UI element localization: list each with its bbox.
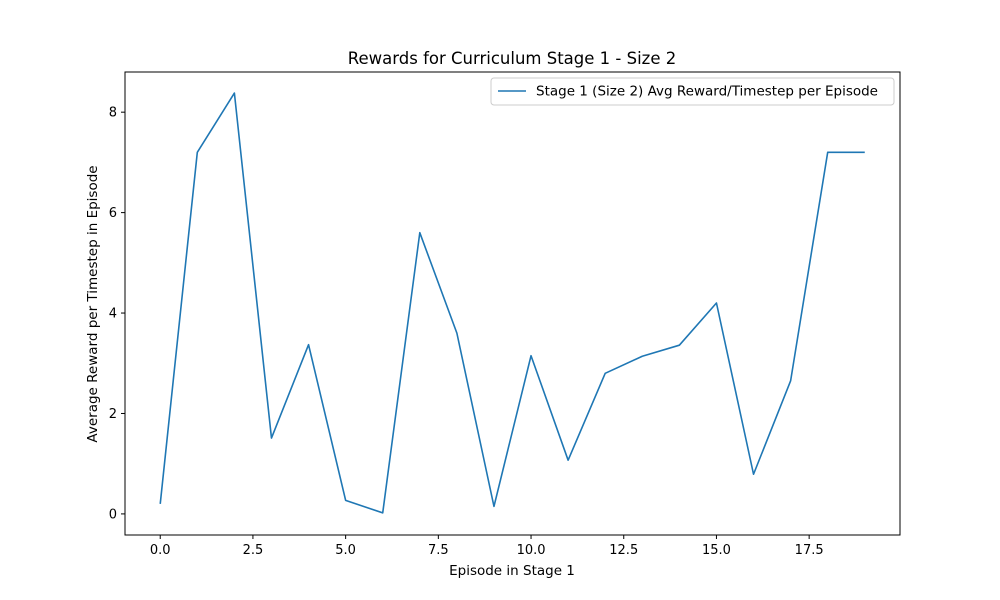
legend-label: Stage 1 (Size 2) Avg Reward/Timestep per…	[536, 84, 878, 100]
x-tick-label: 10.0	[517, 543, 546, 558]
legend: Stage 1 (Size 2) Avg Reward/Timestep per…	[490, 77, 895, 106]
y-axis-label: Average Reward per Timestep in Episode	[85, 165, 101, 442]
x-tick-label: 17.5	[795, 543, 824, 558]
x-tick-label: 7.5	[428, 543, 449, 558]
series-layer	[159, 92, 865, 514]
x-tick-label: 2.5	[243, 543, 264, 558]
x-tick-label: 5.0	[335, 543, 356, 558]
legend-box	[490, 77, 895, 106]
x-tick-label: 0.0	[150, 543, 171, 558]
series-line	[159, 92, 865, 514]
plot-frame	[124, 71, 901, 536]
y-tick-label: 4	[109, 307, 117, 322]
x-tick-label: 15.0	[702, 543, 731, 558]
chart-title: Rewards for Curriculum Stage 1 - Size 2	[348, 49, 676, 68]
x-axis-ticks: 0.0 2.5 5.0 7.5 10.0 12.5 15.0 17.5	[150, 535, 824, 558]
y-tick-label: 0	[109, 507, 117, 522]
y-tick-label: 2	[109, 407, 117, 422]
plot-area	[124, 71, 901, 536]
x-tick-label: 12.5	[609, 543, 638, 558]
x-axis-label: Episode in Stage 1	[449, 563, 575, 579]
y-tick-label: 6	[109, 206, 117, 221]
y-tick-label: 8	[109, 106, 117, 121]
y-axis-ticks: 0 2 4 6 8	[109, 106, 125, 522]
